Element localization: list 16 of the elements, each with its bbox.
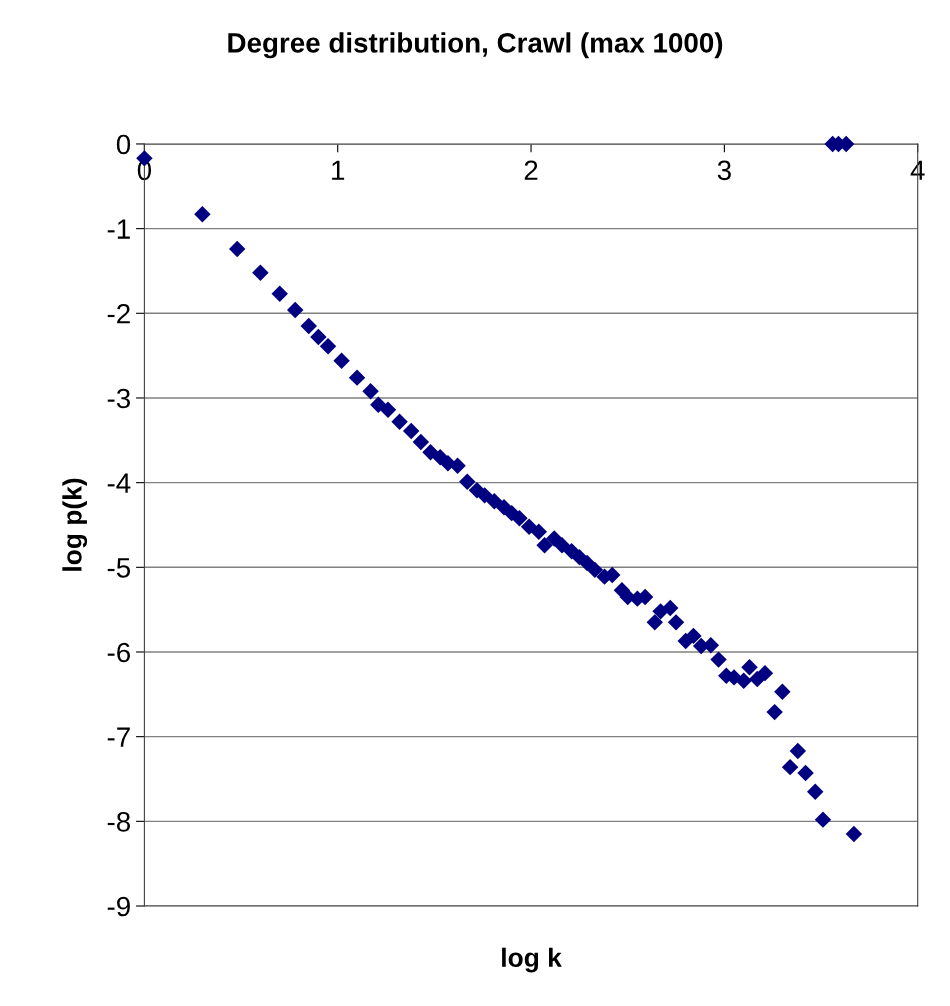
y-axis-title: log p(k) bbox=[62, 478, 88, 571]
y-tick-label: -7 bbox=[107, 727, 130, 747]
x-tick-label: 2 bbox=[524, 160, 538, 180]
chart-title: Degree distribution, Crawl (max 1000) bbox=[228, 32, 723, 59]
y-tick-label: -1 bbox=[107, 219, 130, 239]
y-tick-label: -4 bbox=[107, 473, 131, 493]
y-tick-label: -9 bbox=[107, 896, 130, 917]
x-axis-title: log k bbox=[502, 947, 562, 973]
x-tick-label: 1 bbox=[332, 160, 345, 180]
y-tick-label: -5 bbox=[107, 558, 131, 578]
y-tick-label: -6 bbox=[107, 642, 130, 663]
y-tick-label: -3 bbox=[107, 388, 130, 409]
y-tick-label: 0 bbox=[116, 134, 131, 155]
x-tick-label: 3 bbox=[717, 160, 731, 181]
y-tick-label: -8 bbox=[107, 812, 130, 832]
y-tick-label: -2 bbox=[107, 303, 130, 324]
